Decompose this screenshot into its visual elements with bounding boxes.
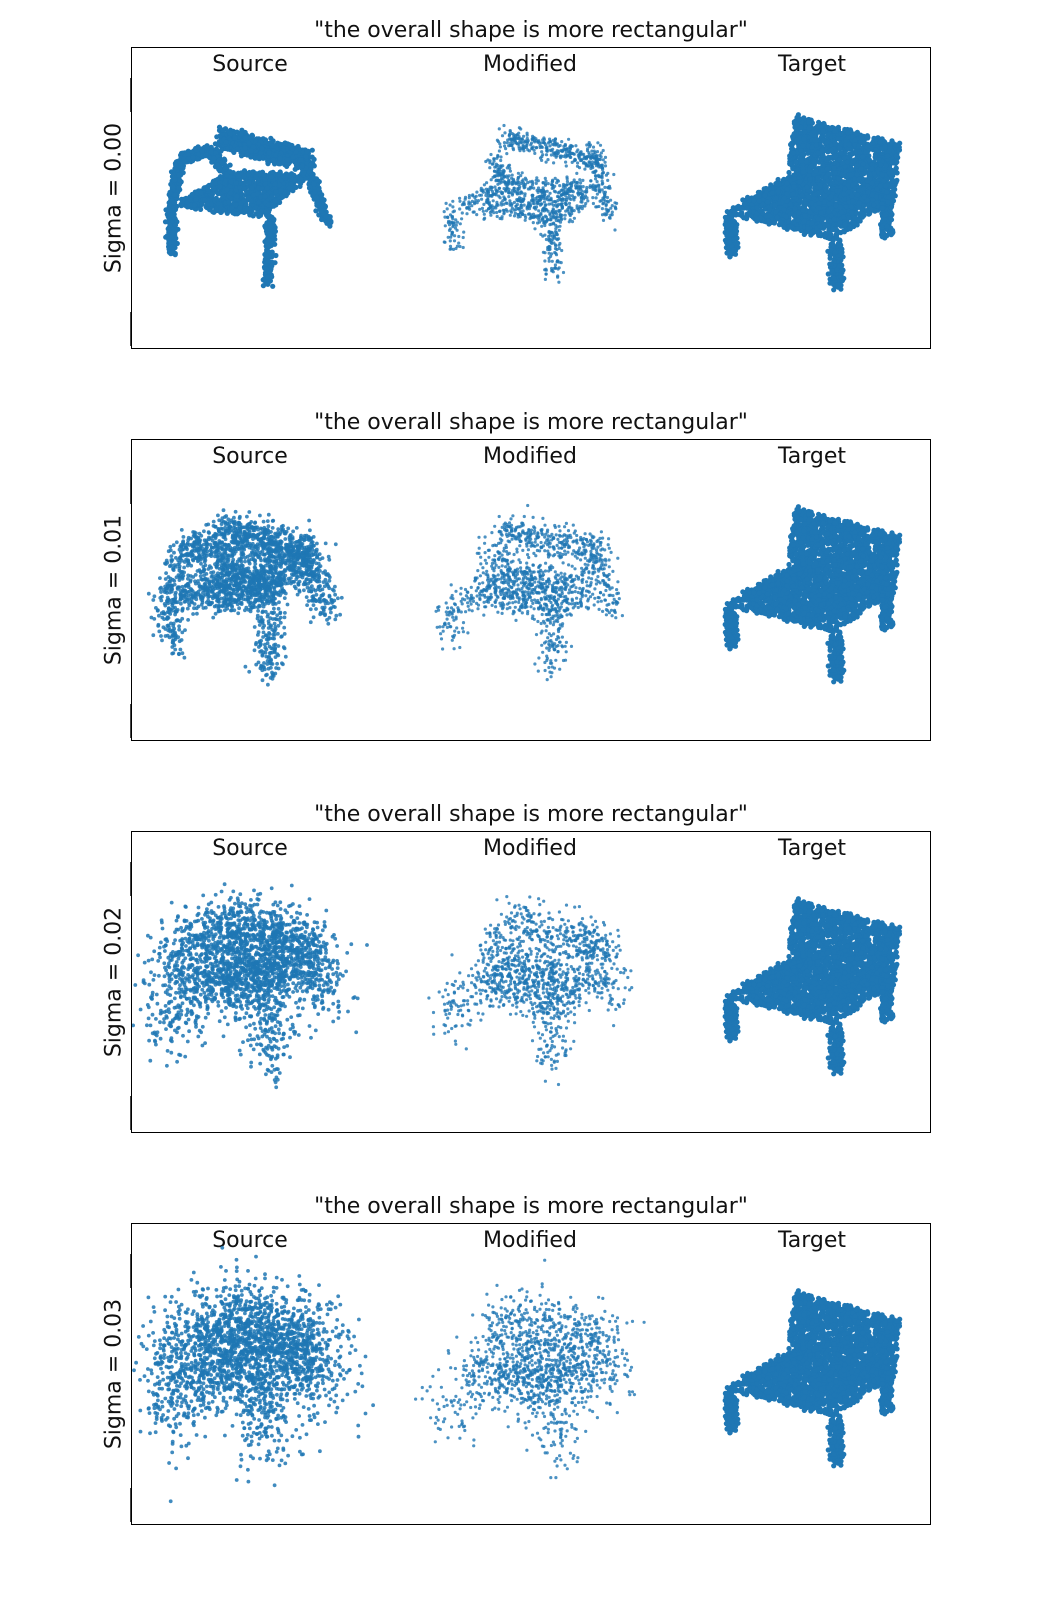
y-label-wrap: Sigma = 0.00 <box>100 47 128 349</box>
modified-point-cloud <box>414 1258 646 1480</box>
column-label-target: Target <box>778 444 846 469</box>
axis-spine-stub <box>130 78 131 112</box>
y-axis-label: Sigma = 0.01 <box>102 515 127 665</box>
plot-frame: Source Modified Target <box>131 831 931 1133</box>
modified-point-cloud <box>427 895 634 1087</box>
panel-title: "the overall shape is more rectangular" <box>131 18 931 43</box>
column-label-source: Source <box>212 836 288 861</box>
column-label-modified: Modified <box>483 52 577 77</box>
modified-point-cloud <box>434 503 624 682</box>
y-axis-label: Sigma = 0.00 <box>102 123 127 273</box>
axis-spine-stub <box>130 862 131 896</box>
axis-spine-stub <box>130 470 131 504</box>
panel-2: "the overall shape is more rectangular" S… <box>0 784 1050 1176</box>
target-point-cloud <box>722 112 903 293</box>
source-point-cloud <box>132 1245 375 1504</box>
point-cloud-canvas <box>162 112 903 293</box>
y-axis-label: Sigma = 0.02 <box>102 907 127 1057</box>
column-label-modified: Modified <box>483 836 577 861</box>
panel-title: "the overall shape is more rectangular" <box>131 1194 931 1219</box>
point-cloud-canvas <box>146 503 903 687</box>
axis-spine-stub <box>130 1488 131 1522</box>
panel-3: "the overall shape is more rectangular" S… <box>0 1176 1050 1568</box>
axis-spine-stub <box>130 1096 131 1130</box>
target-point-cloud <box>722 1288 903 1469</box>
point-cloud-canvas <box>132 1245 903 1504</box>
source-point-cloud <box>146 508 344 687</box>
column-label-target: Target <box>778 836 846 861</box>
axis-spine-stub <box>130 704 131 738</box>
column-label-modified: Modified <box>483 1228 577 1253</box>
target-point-cloud <box>722 504 903 685</box>
y-label-wrap: Sigma = 0.03 <box>100 1223 128 1525</box>
column-label-target: Target <box>778 52 846 77</box>
y-label-wrap: Sigma = 0.02 <box>100 831 128 1133</box>
axis-spine-stub <box>130 1254 131 1288</box>
column-label-source: Source <box>212 1228 288 1253</box>
target-point-cloud <box>722 896 903 1077</box>
column-label-target: Target <box>778 1228 846 1253</box>
column-label-source: Source <box>212 52 288 77</box>
y-axis-label: Sigma = 0.03 <box>102 1299 127 1449</box>
axis-spine-stub <box>130 312 131 346</box>
plot-frame: Source Modified Target <box>131 1223 931 1525</box>
y-label-wrap: Sigma = 0.01 <box>100 439 128 741</box>
modified-point-cloud <box>442 123 619 284</box>
source-point-cloud <box>162 124 334 289</box>
panel-title: "the overall shape is more rectangular" <box>131 410 931 435</box>
column-label-modified: Modified <box>483 444 577 469</box>
panel-1: "the overall shape is more rectangular" S… <box>0 392 1050 784</box>
plot-frame: Source Modified Target <box>131 47 931 349</box>
panel-title: "the overall shape is more rectangular" <box>131 802 931 827</box>
point-cloud-canvas <box>132 882 903 1090</box>
plot-frame: Source Modified Target <box>131 439 931 741</box>
source-point-cloud <box>132 882 369 1090</box>
panel-0: "the overall shape is more rectangular" S… <box>0 0 1050 392</box>
column-label-source: Source <box>212 444 288 469</box>
